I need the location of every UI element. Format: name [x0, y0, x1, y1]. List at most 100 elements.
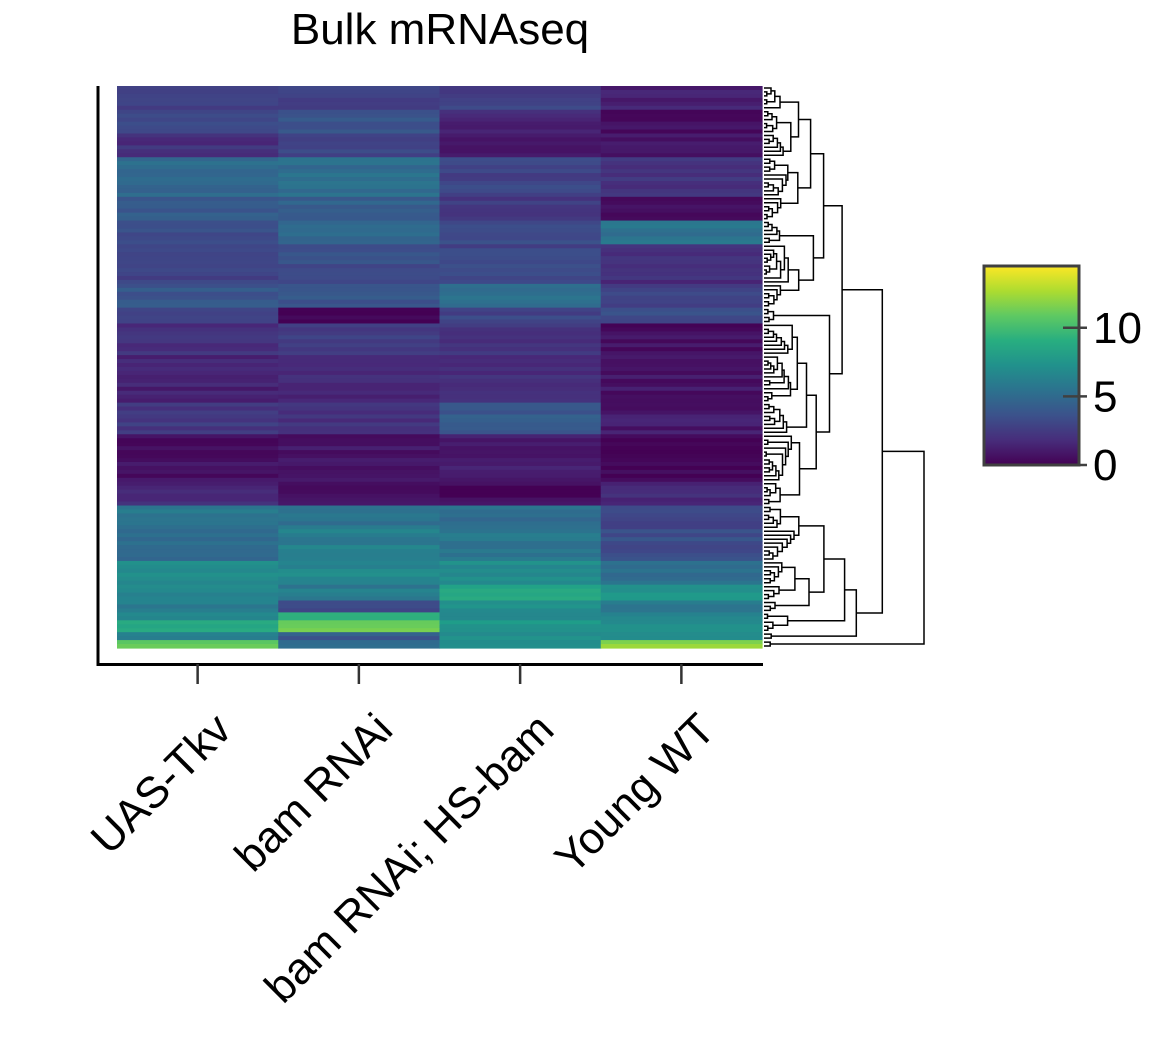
heatmap-cell: [278, 632, 441, 637]
heatmap-cell: [117, 604, 279, 610]
heatmap-cell: [439, 572, 602, 578]
heatmap-cell: [278, 109, 441, 115]
heatmap-cell: [439, 169, 602, 174]
heatmap-cell: [600, 291, 763, 297]
heatmap-cell: [278, 86, 441, 91]
heatmap-cell: [117, 113, 279, 119]
heatmap-cell: [117, 133, 279, 139]
heatmap-cell: [278, 426, 441, 431]
heatmap-cell: [278, 105, 441, 111]
heatmap-cell: [117, 355, 279, 360]
heatmap-cell: [600, 355, 763, 360]
heatmap-cell: [278, 406, 441, 412]
heatmap-cell: [439, 224, 602, 230]
heatmap-cell: [600, 450, 763, 455]
heatmap-cell: [439, 252, 602, 257]
heatmap-cell: [439, 418, 602, 424]
dendrogram-branch: [764, 91, 768, 97]
heatmap-cell: [439, 513, 602, 518]
heatmap-cell: [600, 580, 763, 586]
heatmap-cell: [439, 521, 602, 526]
heatmap-cell: [600, 248, 763, 253]
heatmap-cell: [439, 406, 602, 412]
heatmap-cell: [439, 580, 602, 586]
heatmap-cell: [117, 628, 279, 633]
heatmap-cell: [439, 153, 602, 158]
heatmap-cell: [278, 272, 441, 277]
heatmap-cell: [117, 458, 279, 463]
dendrogram-branch: [764, 459, 770, 465]
heatmap-cell: [278, 644, 441, 649]
dendrogram-branch: [764, 360, 769, 366]
heatmap-cell: [439, 636, 602, 641]
heatmap-cell: [439, 351, 602, 356]
x-tick-label: bam RNAi; HS-bam: [255, 704, 563, 1012]
heatmap-cell: [117, 525, 279, 530]
heatmap-cell: [278, 450, 441, 455]
heatmap-cell: [439, 192, 602, 198]
heatmap-cell: [439, 101, 602, 107]
heatmap-cell: [439, 299, 602, 305]
dendrogram-branch: [810, 152, 825, 259]
heatmap-cell: [117, 256, 279, 261]
heatmap-cell: [117, 137, 279, 143]
heatmap-cell: [278, 117, 441, 123]
heatmap-cell: [600, 640, 763, 645]
heatmap-cell: [117, 204, 279, 210]
heatmap-cell: [600, 173, 763, 178]
heatmap-cell: [278, 248, 441, 253]
heatmap-cell: [439, 493, 602, 499]
heatmap-cell: [278, 323, 441, 329]
dendrogram-branch: [780, 269, 800, 292]
heatmap-cell: [439, 545, 602, 550]
heatmap-cell: [439, 220, 602, 226]
heatmap-cell: [278, 157, 441, 162]
heatmap-cell: [600, 473, 763, 479]
heatmap-cell: [600, 97, 763, 103]
heatmap-cell: [439, 378, 602, 384]
dendrogram-branch: [767, 207, 774, 218]
heatmap-cell: [600, 236, 763, 241]
heatmap-cell: [439, 465, 602, 471]
heatmap-cell: [600, 367, 763, 372]
heatmap-cell: [439, 279, 602, 285]
heatmap-cell: [439, 240, 602, 245]
heatmap-cell: [278, 521, 441, 526]
heatmap-cell: [117, 465, 279, 471]
heatmap-cell: [600, 275, 763, 281]
heatmap-cell: [439, 97, 602, 103]
heatmap-cell: [117, 454, 279, 459]
heatmap-cell: [600, 101, 763, 107]
heatmap-cell: [600, 145, 763, 150]
heatmap-cell: [600, 564, 763, 570]
heatmap-cell: [439, 149, 602, 154]
heatmap-cell: [278, 509, 441, 515]
heatmap-cell: [117, 260, 279, 265]
heatmap-cell: [117, 414, 279, 420]
heatmap-cell: [600, 533, 763, 538]
heatmap-cell: [278, 228, 441, 234]
heatmap-cell: [278, 224, 441, 230]
heatmap-cell: [600, 588, 763, 594]
heatmap-cell: [278, 89, 441, 95]
heatmap-cell: [278, 398, 441, 404]
heatmap-cell: [278, 347, 441, 352]
heatmap-cell: [117, 620, 279, 625]
heatmap-cell: [439, 568, 602, 574]
heatmap-cell: [117, 121, 279, 127]
heatmap-cell: [117, 533, 279, 538]
heatmap-cell: [600, 252, 763, 257]
heatmap-cell: [439, 485, 602, 491]
heatmap-cell: [439, 184, 602, 190]
heatmap-cell: [600, 541, 763, 546]
heatmap-cell: [117, 331, 279, 336]
dendrogram-branch: [797, 118, 812, 189]
heatmap-cell: [117, 339, 279, 344]
heatmap-cell: [117, 469, 279, 475]
heatmap-cell: [117, 390, 279, 396]
colorbar-tick-label: 0: [1093, 441, 1117, 490]
heatmap-cell: [600, 406, 763, 412]
heatmap-cell: [117, 86, 279, 91]
heatmap-cell: [600, 208, 763, 214]
